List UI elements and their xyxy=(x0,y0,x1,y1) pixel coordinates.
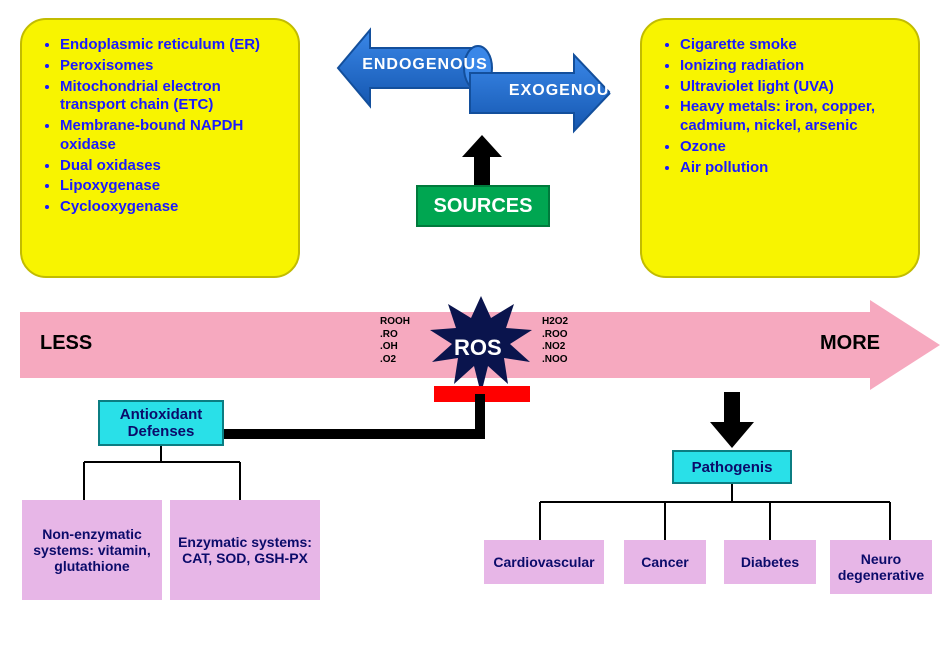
pathogenesis-child: Cardiovascular xyxy=(484,540,604,584)
pathogenesis-header: Pathogenis xyxy=(672,450,792,484)
antioxidant-header: Antioxidant Defenses xyxy=(98,400,224,446)
sources-label: SOURCES xyxy=(416,185,550,227)
diagram-canvas: Endoplasmic reticulum (ER) Peroxisomes M… xyxy=(0,0,941,645)
exogenous-label: EXOGENOUS xyxy=(490,82,640,100)
list-item: Membrane-bound NAPDH oxidase xyxy=(60,117,282,155)
less-label: LESS xyxy=(40,332,92,355)
exogenous-list: Cigarette smoke Ionizing radiation Ultra… xyxy=(670,36,902,177)
list-item: Cigarette smoke xyxy=(680,36,902,55)
list-item: Endoplasmic reticulum (ER) xyxy=(60,36,282,55)
list-item: Dual oxidases xyxy=(60,157,282,176)
pathogenesis-child: Cancer xyxy=(624,540,706,584)
list-item: Ionizing radiation xyxy=(680,57,902,76)
more-label: MORE xyxy=(820,332,880,355)
list-item: Heavy metals: iron, copper, cadmium, nic… xyxy=(680,98,902,136)
endogenous-sources-box: Endoplasmic reticulum (ER) Peroxisomes M… xyxy=(20,18,300,278)
antioxidant-child-enzymatic: Enzymatic systems: CAT, SOD, GSH-PX xyxy=(170,500,320,600)
list-item: Air pollution xyxy=(680,159,902,178)
endogenous-list: Endoplasmic reticulum (ER) Peroxisomes M… xyxy=(50,36,282,217)
list-item: Ultraviolet light (UVA) xyxy=(680,78,902,97)
species: .ROO xyxy=(542,329,602,342)
list-item: Peroxisomes xyxy=(60,57,282,76)
down-arrow-icon xyxy=(710,392,754,448)
ros-right-species: H2O2 .ROO .NO2 .NOO xyxy=(542,316,602,366)
species: .NOO xyxy=(542,354,602,367)
antioxidant-child-nonenzymatic: Non-enzymatic systems: vitamin, glutathi… xyxy=(22,500,162,600)
list-item: Ozone xyxy=(680,138,902,157)
list-item: Cyclooxygenase xyxy=(60,198,282,217)
species: H2O2 xyxy=(542,316,602,329)
pathogenesis-child: Diabetes xyxy=(724,540,816,584)
exogenous-sources-box: Cigarette smoke Ionizing radiation Ultra… xyxy=(640,18,920,278)
list-item: Mitochondrial electron transport chain (… xyxy=(60,78,282,116)
pathogenesis-child: Neuro degenerative xyxy=(830,540,932,594)
species: .NO2 xyxy=(542,341,602,354)
banner-arrows xyxy=(300,18,642,138)
list-item: Lipoxygenase xyxy=(60,177,282,196)
endogenous-label: ENDOGENOUS xyxy=(350,56,500,74)
up-arrow-icon xyxy=(462,135,502,185)
ros-star-label: ROS xyxy=(454,335,502,361)
